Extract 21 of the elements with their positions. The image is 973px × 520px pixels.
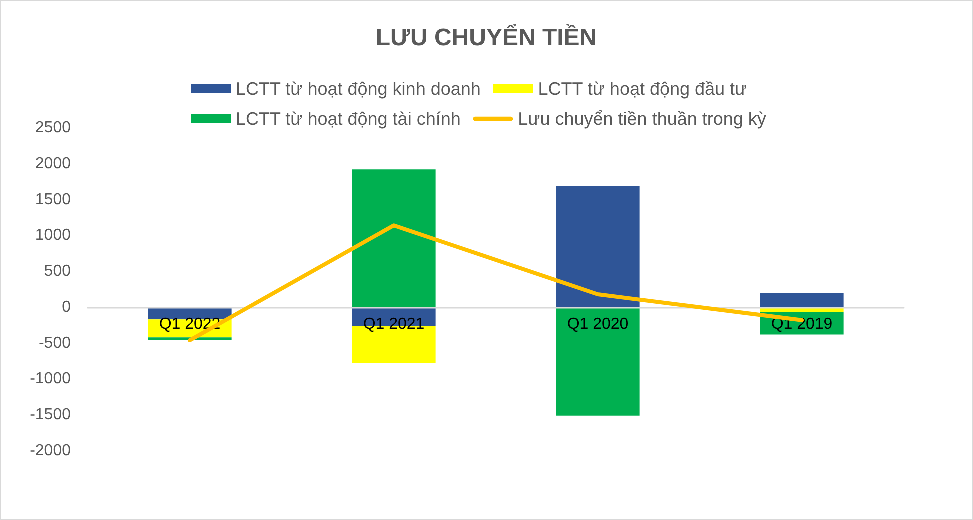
y-tick-label: 2000 xyxy=(35,155,72,172)
y-tick-label: 2500 xyxy=(35,120,72,136)
x-tick-label: Q1 2020 xyxy=(567,316,629,333)
y-tick-label: 1500 xyxy=(35,191,72,208)
bar xyxy=(148,338,232,340)
chart-title: LƯU CHUYỂN TIỀN xyxy=(376,24,598,52)
y-tick-label: -1000 xyxy=(30,370,72,388)
bar xyxy=(352,170,436,308)
y-tick-label: -500 xyxy=(38,334,72,352)
y-tick-label: 500 xyxy=(44,263,72,280)
y-tick-label: 1000 xyxy=(35,227,72,244)
legend-label: LCTT từ hoạt động đầu tư xyxy=(538,79,748,99)
y-tick-label: 0 xyxy=(62,298,72,316)
bar xyxy=(556,186,640,308)
bar xyxy=(556,307,640,416)
legend-label: Lưu chuyển tiền thuần trong kỳ xyxy=(518,109,766,129)
y-tick-label: -2000 xyxy=(30,442,72,460)
bar xyxy=(760,293,844,308)
legend-label: LCTT từ hoạt động kinh doanh xyxy=(236,79,481,99)
legend-label: LCTT từ hoạt động tài chính xyxy=(236,109,461,129)
y-tick-label: -1500 xyxy=(30,406,72,424)
